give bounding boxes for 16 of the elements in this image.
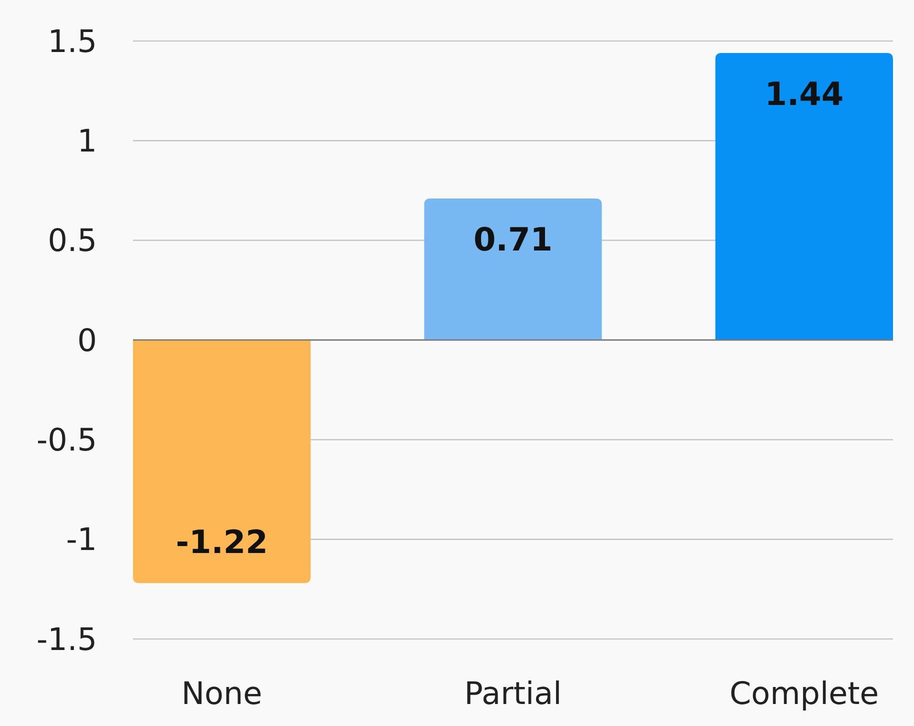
- bar: [133, 340, 311, 584]
- y-tick-label: 0.5: [48, 223, 97, 260]
- data-label: 0.71: [474, 220, 552, 258]
- x-tick-label: Complete: [729, 676, 879, 712]
- y-tick-label: 1.5: [48, 24, 97, 60]
- x-tick-label: Partial: [464, 676, 562, 712]
- y-tick-label: 0: [77, 322, 97, 359]
- y-tick-label: -0.5: [36, 422, 97, 459]
- y-tick-label: 1: [77, 124, 97, 160]
- y-tick-label: -1: [66, 522, 97, 558]
- x-tick-label: None: [181, 676, 262, 712]
- y-tick-label: -1.5: [36, 622, 97, 658]
- data-label: -1.22: [176, 523, 268, 562]
- data-label: 1.44: [764, 74, 844, 113]
- bar: [424, 198, 602, 340]
- bar: [715, 52, 893, 340]
